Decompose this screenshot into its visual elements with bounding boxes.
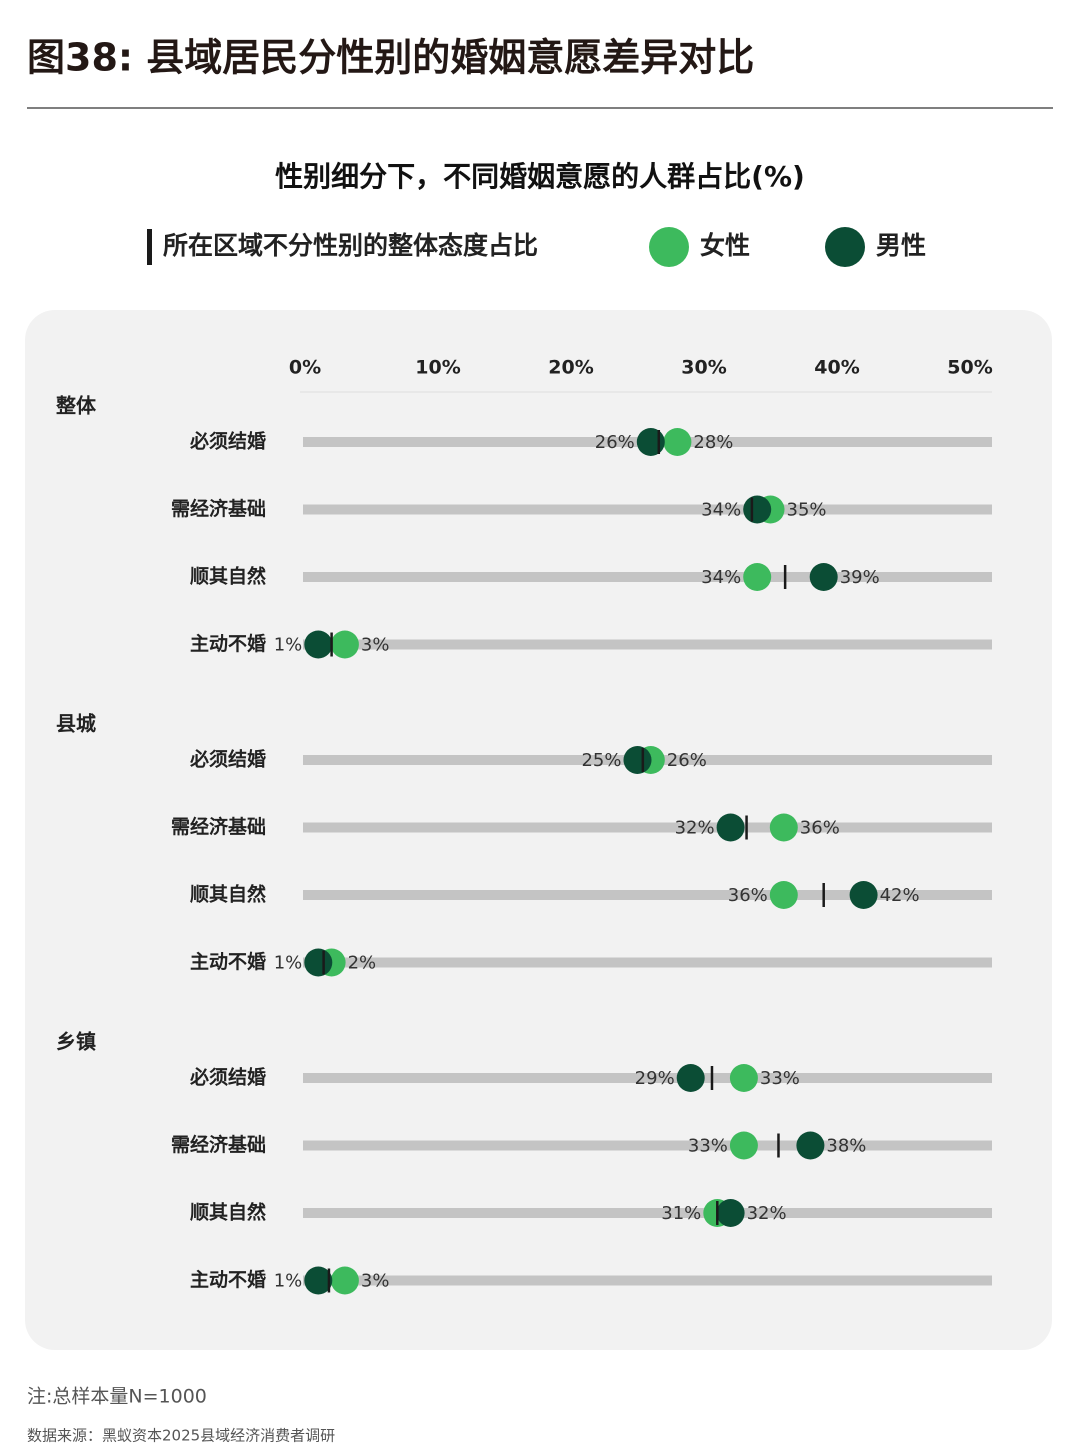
value-label: 1% bbox=[274, 953, 303, 974]
category-label: 顺其自然 bbox=[190, 565, 266, 588]
value-label: 26% bbox=[667, 750, 707, 771]
value-label: 32% bbox=[747, 1203, 787, 1224]
dot bbox=[304, 1266, 333, 1295]
track bbox=[303, 504, 992, 515]
category-label: 必须结婚 bbox=[189, 748, 266, 771]
dot bbox=[636, 428, 665, 456]
dot bbox=[623, 746, 652, 774]
track bbox=[303, 822, 992, 833]
value-label: 38% bbox=[826, 1136, 866, 1157]
value-label: 1% bbox=[274, 1271, 303, 1292]
dot bbox=[716, 813, 745, 842]
category-label: 顺其自然 bbox=[190, 883, 266, 906]
track bbox=[303, 1275, 992, 1286]
dot bbox=[304, 630, 333, 659]
legend-marker bbox=[825, 227, 865, 267]
dot bbox=[729, 1064, 758, 1092]
track bbox=[303, 572, 992, 582]
dot bbox=[663, 428, 692, 456]
category-label: 需经济基础 bbox=[171, 497, 266, 520]
track bbox=[303, 1208, 992, 1218]
group-label: 整体 bbox=[55, 394, 97, 418]
category-label: 需经济基础 bbox=[171, 815, 266, 838]
dot bbox=[743, 495, 772, 524]
footnote: 注:总样本量N=1000 bbox=[27, 1386, 207, 1408]
legend-label: 所在区域不分性别的整体态度占比 bbox=[163, 231, 538, 260]
dot bbox=[729, 1131, 758, 1160]
category-label: 必须结婚 bbox=[189, 1066, 266, 1089]
value-label: 36% bbox=[800, 818, 840, 839]
dot bbox=[330, 1266, 359, 1295]
dot bbox=[676, 1064, 705, 1092]
page-title: 图38: 县域居民分性别的婚姻意愿差异对比 bbox=[27, 36, 754, 80]
legend-label: 男性 bbox=[876, 231, 926, 260]
x-tick-label: 50% bbox=[947, 357, 992, 379]
value-label: 33% bbox=[688, 1136, 728, 1157]
legend-marker bbox=[649, 227, 689, 267]
dot bbox=[849, 881, 878, 909]
track bbox=[303, 1073, 992, 1083]
category-label: 需经济基础 bbox=[171, 1133, 266, 1156]
category-label: 顺其自然 bbox=[190, 1201, 266, 1224]
dot bbox=[769, 813, 798, 842]
group-label: 县城 bbox=[56, 712, 96, 736]
category-label: 必须结婚 bbox=[189, 430, 266, 453]
value-label: 32% bbox=[675, 818, 715, 839]
track bbox=[303, 1140, 992, 1151]
chart-title: 性别细分下，不同婚姻意愿的人群占比(%) bbox=[275, 160, 805, 193]
value-label: 3% bbox=[361, 635, 390, 656]
dot bbox=[304, 948, 333, 977]
legend-marker bbox=[147, 229, 152, 265]
dot bbox=[716, 1199, 745, 1227]
track bbox=[303, 957, 992, 968]
track bbox=[303, 890, 992, 900]
value-label: 36% bbox=[728, 885, 768, 906]
legend-label: 女性 bbox=[700, 231, 750, 260]
value-label: 42% bbox=[880, 885, 920, 906]
value-label: 1% bbox=[274, 635, 303, 656]
value-label: 34% bbox=[701, 567, 741, 588]
value-label: 39% bbox=[840, 567, 880, 588]
value-label: 3% bbox=[361, 1271, 390, 1292]
x-tick-label: 10% bbox=[415, 357, 460, 379]
source: 数据来源：黑蚁资本2025县域经济消费者调研 bbox=[27, 1427, 335, 1445]
x-tick-label: 40% bbox=[814, 357, 859, 379]
dot bbox=[330, 630, 359, 659]
category-label: 主动不婚 bbox=[190, 632, 266, 655]
value-label: 35% bbox=[787, 500, 827, 521]
dot bbox=[769, 881, 798, 909]
x-tick-label: 30% bbox=[681, 357, 726, 379]
value-label: 25% bbox=[581, 750, 621, 771]
value-label: 34% bbox=[701, 500, 741, 521]
dot bbox=[809, 563, 838, 591]
category-label: 主动不婚 bbox=[190, 1268, 266, 1291]
value-label: 26% bbox=[595, 432, 635, 453]
dot bbox=[743, 563, 772, 591]
value-label: 29% bbox=[635, 1068, 675, 1089]
value-label: 2% bbox=[348, 953, 377, 974]
value-label: 31% bbox=[661, 1203, 701, 1224]
track bbox=[303, 639, 992, 650]
value-label: 28% bbox=[693, 432, 733, 453]
x-tick-label: 0% bbox=[289, 357, 321, 379]
value-label: 33% bbox=[760, 1068, 800, 1089]
group-label: 乡镇 bbox=[56, 1030, 96, 1054]
dot bbox=[796, 1131, 825, 1160]
category-label: 主动不婚 bbox=[190, 950, 266, 973]
x-tick-label: 20% bbox=[548, 357, 593, 379]
